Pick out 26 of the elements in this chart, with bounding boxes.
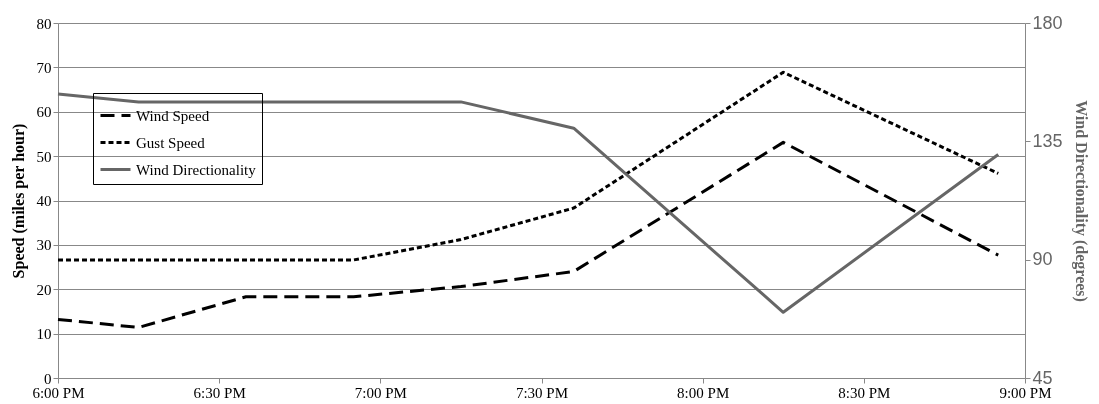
x-tick-label: 6:30 PM: [193, 384, 246, 401]
y-tick-label: 10: [36, 326, 52, 343]
y2-tick-label: 135: [1032, 130, 1063, 151]
line-series: [56, 140, 1000, 329]
y-tick-label: 30: [36, 237, 52, 254]
x-tick-label: 6:00 PM: [32, 384, 85, 401]
x-tick-label: 8:00 PM: [677, 384, 730, 401]
y2-tick-label: 180: [1032, 12, 1063, 33]
y-tick-label: 0: [44, 370, 52, 387]
x-tick-label: 7:00 PM: [354, 384, 407, 401]
y-tick-label: 80: [36, 15, 52, 32]
y-tick-label: 50: [36, 148, 52, 165]
x-tick-label: 8:30 PM: [838, 384, 891, 401]
legend-label: Wind Speed: [136, 107, 210, 124]
x-tick-label: 7:30 PM: [515, 384, 569, 401]
y-tick-label: 60: [36, 104, 52, 121]
y2-axis-title: Wind Directionality (degrees): [1071, 100, 1090, 302]
y2-tick-label: 90: [1032, 249, 1053, 270]
y-tick-label: 70: [36, 59, 52, 76]
legend-label: Gust Speed: [136, 134, 206, 151]
line-series: [56, 70, 1000, 262]
y-axis-title: Speed (miles per hour): [9, 123, 28, 279]
y-tick-label: 20: [36, 281, 52, 298]
line-series: [56, 92, 1000, 314]
y-tick-label: 40: [36, 193, 52, 209]
legend-label: Wind Directionality: [136, 161, 257, 178]
